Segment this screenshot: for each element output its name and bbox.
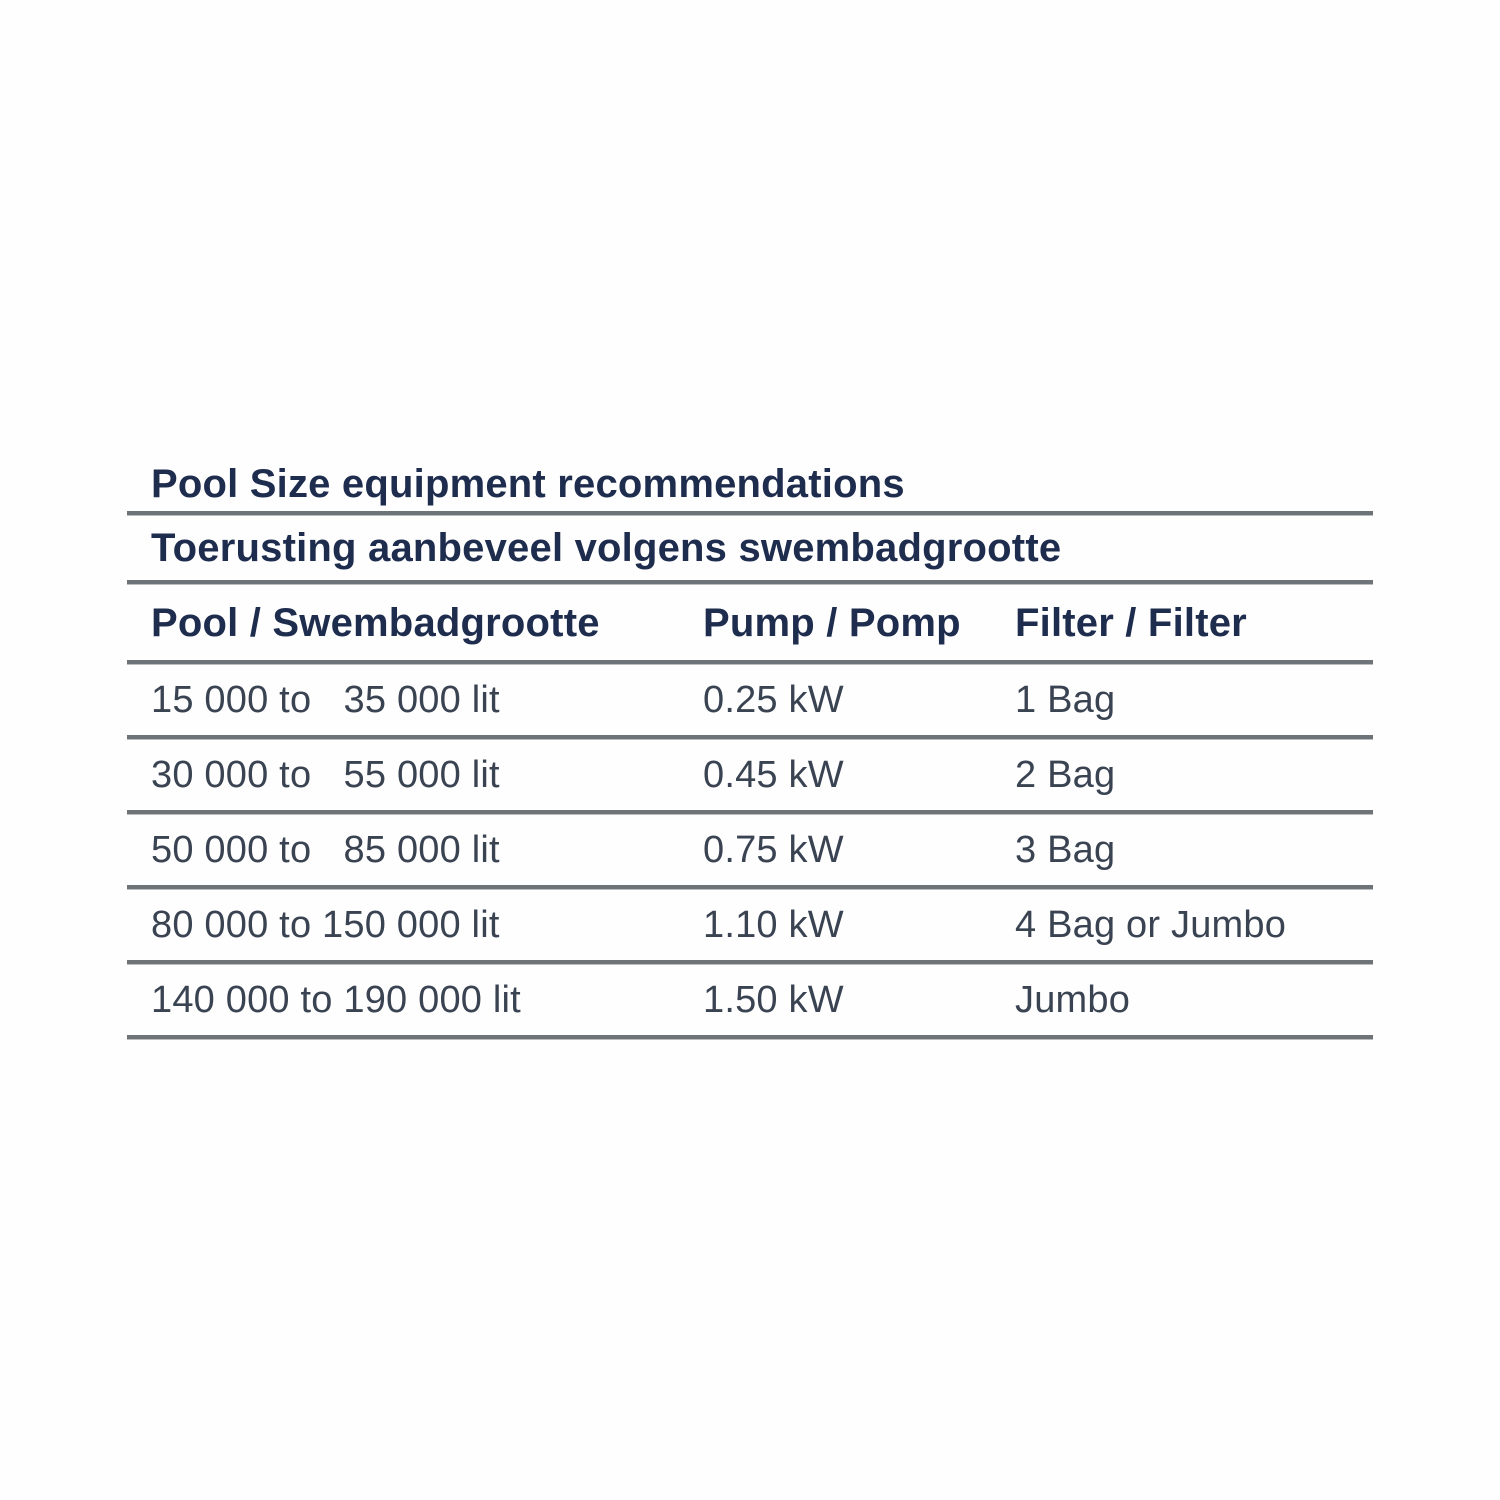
divider-line (127, 735, 1373, 740)
equipment-recommendations-table: Pool Size equipment recommendations Toer… (127, 457, 1373, 1040)
table-row: 140 000 to 190 000 lit 1.50 kW Jumbo (127, 965, 1373, 1035)
table-row: 30 000 to 55 000 lit 0.45 kW 2 Bag (127, 740, 1373, 810)
pool-size-value: 15 000 to 35 000 lit (151, 678, 500, 721)
column-header-row: Pool / Swembadgrootte Pump / Pomp Filter… (127, 585, 1373, 660)
table-title-row: Pool Size equipment recommendations (127, 457, 1373, 511)
divider-line (127, 885, 1373, 890)
column-header-pump: Pump / Pomp (703, 601, 961, 645)
pump-value: 0.25 kW (703, 678, 844, 721)
divider-line (127, 810, 1373, 815)
pump-value: 0.75 kW (703, 828, 844, 871)
divider-line (127, 660, 1373, 665)
column-header-filter: Filter / Filter (1015, 601, 1247, 645)
divider-line (127, 960, 1373, 965)
pump-value: 1.50 kW (703, 978, 844, 1021)
table-subtitle-row: Toerusting aanbeveel volgens swembadgroo… (127, 516, 1373, 580)
pool-size-value: 80 000 to 150 000 lit (151, 903, 500, 946)
pool-size-value: 140 000 to 190 000 lit (151, 978, 521, 1021)
pool-size-value: 50 000 to 85 000 lit (151, 828, 500, 871)
table-row: 50 000 to 85 000 lit 0.75 kW 3 Bag (127, 815, 1373, 885)
column-header-pool: Pool / Swembadgrootte (151, 601, 600, 645)
pump-value: 1.10 kW (703, 903, 844, 946)
filter-value: 2 Bag (1015, 753, 1116, 796)
filter-value: 4 Bag or Jumbo (1015, 903, 1287, 946)
table-title-english: Pool Size equipment recommendations (151, 461, 905, 506)
filter-value: Jumbo (1015, 978, 1131, 1021)
table-title-afrikaans: Toerusting aanbeveel volgens swembadgroo… (151, 525, 1062, 570)
table-row: 15 000 to 35 000 lit 0.25 kW 1 Bag (127, 665, 1373, 735)
table-row: 80 000 to 150 000 lit 1.10 kW 4 Bag or J… (127, 890, 1373, 960)
pool-size-value: 30 000 to 55 000 lit (151, 753, 500, 796)
divider-line (127, 1035, 1373, 1040)
divider-line (127, 511, 1373, 516)
filter-value: 3 Bag (1015, 828, 1116, 871)
pump-value: 0.45 kW (703, 753, 844, 796)
filter-value: 1 Bag (1015, 678, 1116, 721)
divider-line (127, 580, 1373, 585)
